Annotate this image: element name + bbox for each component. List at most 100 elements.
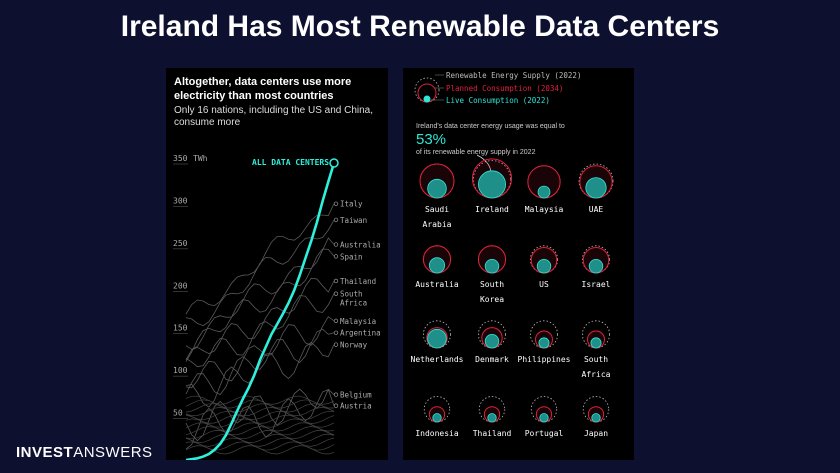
country-line — [185, 403, 335, 413]
country-line — [185, 316, 335, 389]
y-tick-label: 100 — [173, 366, 188, 375]
country-bubble — [422, 245, 452, 274]
country-label: Saudi — [425, 205, 449, 214]
y-tick-label: 50 — [173, 409, 183, 418]
country-bubble — [478, 396, 506, 423]
chart-title-line-2: electricity than most countries — [174, 90, 334, 102]
country-line — [185, 389, 335, 450]
series-end-marker — [329, 158, 339, 168]
country-bubble — [581, 245, 610, 274]
country-end-marker — [333, 342, 339, 347]
country-line — [185, 277, 335, 360]
live-circle — [484, 334, 500, 349]
country-label: Australia — [340, 240, 381, 249]
line-chart: Altogether, data centers use more electri… — [173, 76, 381, 460]
country-label: Philippines — [518, 355, 571, 364]
country-label: Spain — [340, 252, 363, 261]
bubble-chart: Renewable Energy Supply (2022) Planned Co… — [411, 71, 614, 438]
country-bubble — [530, 245, 559, 274]
supply-circle — [423, 396, 451, 423]
country-label: Africa — [340, 299, 367, 308]
country-label: South — [480, 280, 504, 289]
supply-circle — [578, 163, 614, 199]
country-end-marker — [333, 242, 339, 247]
country-label: Malaysia — [340, 317, 376, 326]
legend-label: Renewable Energy Supply (2022) — [446, 71, 581, 80]
country-label: Netherlands — [411, 355, 464, 364]
country-label: Australia — [415, 280, 459, 289]
country-line — [185, 388, 335, 442]
supply-circle — [582, 396, 610, 423]
country-label: Argentina — [340, 329, 381, 338]
country-label: Ireland — [475, 205, 509, 214]
country-line — [185, 430, 335, 440]
country-label: Austria — [340, 402, 372, 411]
live-circle — [538, 337, 550, 349]
line-chart-panel: Altogether, data centers use more electri… — [166, 68, 388, 460]
live-circle — [427, 328, 447, 349]
live-circle — [536, 258, 552, 274]
legend-label: Planned Consumption (2034) — [446, 84, 563, 93]
country-lines — [185, 203, 335, 455]
country-label: UAE — [589, 205, 604, 214]
country-line — [185, 341, 335, 408]
legend-label: Live Consumption (2022) — [446, 96, 550, 105]
country-label: South — [584, 355, 608, 364]
country-end-marker — [333, 217, 339, 223]
live-circle — [537, 185, 551, 199]
country-bubble — [581, 320, 610, 349]
country-bubble — [530, 396, 558, 423]
slide-title: Ireland Has Most Renewable Data Centers — [120, 10, 720, 43]
live-circle — [427, 178, 447, 199]
series-line-all-data-centers — [185, 162, 336, 460]
country-line — [185, 203, 335, 315]
country-label: Portugal — [525, 429, 564, 438]
country-label: Israel — [582, 280, 611, 289]
supply-circle — [530, 396, 558, 423]
country-label: US — [539, 280, 549, 289]
live-circle — [484, 258, 500, 274]
live-circle — [487, 413, 497, 423]
live-circle — [585, 177, 607, 199]
country-line — [185, 219, 335, 327]
country-end-marker — [333, 403, 339, 408]
country-line — [185, 445, 335, 455]
country-label: Thailand — [473, 429, 512, 438]
y-tick-label: 250 — [173, 239, 188, 248]
country-end-marker — [333, 330, 339, 335]
country-line — [185, 407, 335, 417]
country-line — [185, 418, 335, 428]
callout-outro: of its renewable energy supply in 2022 — [416, 149, 536, 156]
country-label: Japan — [584, 429, 608, 438]
country-line — [185, 433, 335, 443]
country-line — [185, 248, 335, 362]
country-end-marker — [333, 254, 339, 259]
country-label: Indonesia — [415, 429, 459, 438]
country-bubble — [423, 396, 451, 423]
y-tick-label: 150 — [173, 324, 188, 333]
country-label: Arabia — [423, 220, 452, 229]
live-circle — [478, 170, 507, 199]
country-end-marker — [333, 291, 339, 296]
country-bubble — [419, 163, 455, 199]
country-label: Belgium — [340, 391, 372, 400]
live-circle — [432, 413, 442, 423]
country-label: Norway — [340, 341, 368, 350]
country-line — [185, 437, 335, 447]
bubble-chart-panel: Renewable Energy Supply (2022) Planned Co… — [403, 68, 634, 460]
live-circle — [591, 413, 601, 423]
country-bubble — [530, 320, 559, 349]
country-bubble — [582, 396, 610, 423]
country-bubble — [527, 165, 561, 199]
country-bubble — [471, 158, 513, 199]
country-label: Africa — [582, 370, 611, 379]
chart-subtitle-line: consume more — [174, 117, 241, 128]
country-line — [185, 410, 335, 421]
y-tick-label: 200 — [173, 281, 188, 290]
country-label: Taiwan — [340, 216, 367, 225]
country-end-marker — [333, 201, 339, 206]
country-line — [185, 426, 335, 436]
y-unit-label: TWh — [193, 154, 208, 163]
live-circle — [590, 337, 602, 349]
country-line — [185, 328, 335, 396]
